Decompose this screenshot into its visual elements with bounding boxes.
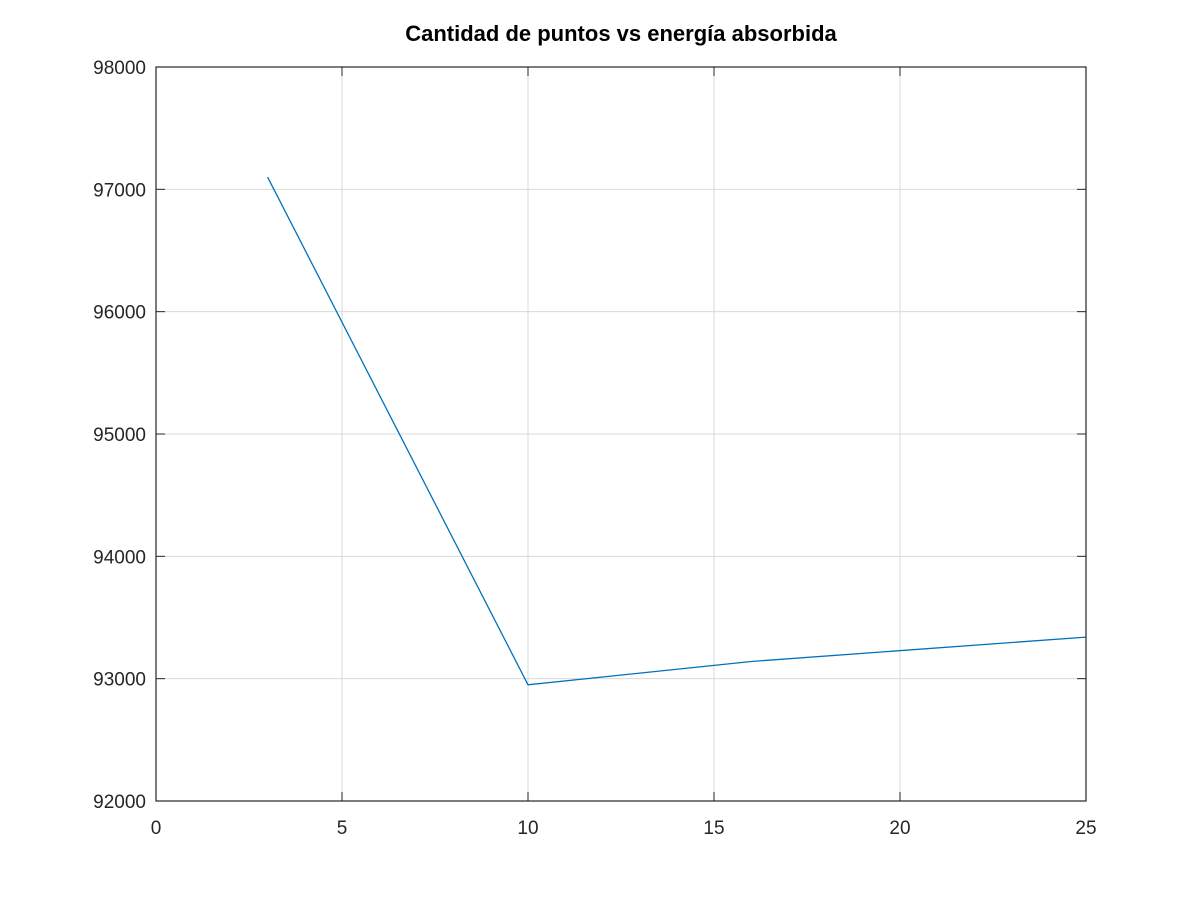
y-tick-label: 98000	[93, 58, 146, 79]
tick-labels: 0 5 10 15 20 25 92000 93000 94000 95000 96000 97000…	[93, 58, 1096, 839]
x-tick-label: 5	[337, 818, 348, 839]
x-tick-label: 20	[889, 818, 910, 839]
chart-title: Cantidad de puntos vs energía absorbida	[405, 21, 837, 46]
y-tick-label: 96000	[93, 303, 146, 324]
grid	[156, 67, 1086, 801]
y-tick-label: 97000	[93, 180, 146, 201]
x-tick-label: 10	[517, 818, 538, 839]
series-line	[267, 176, 1087, 686]
y-tick-label: 94000	[93, 547, 146, 568]
ticks	[155, 66, 1087, 802]
x-tick-label: 25	[1075, 818, 1096, 839]
series-layer	[267, 176, 1087, 686]
y-tick-label: 93000	[93, 670, 146, 691]
x-tick-label: 0	[151, 818, 162, 839]
x-tick-label: 15	[703, 818, 724, 839]
y-tick-label: 95000	[93, 425, 146, 446]
y-tick-label: 92000	[93, 792, 146, 813]
